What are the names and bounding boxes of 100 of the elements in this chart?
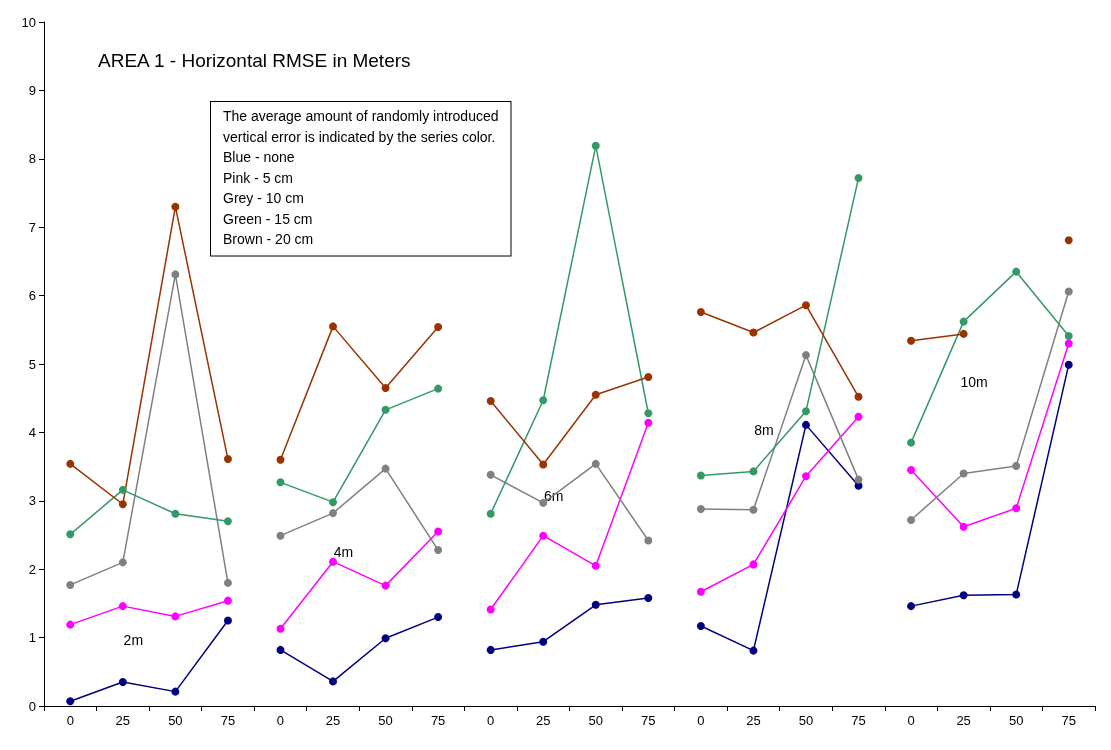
x-tick-label: 75	[851, 713, 866, 728]
point	[1064, 331, 1073, 340]
x-tick-label: 25	[535, 713, 551, 728]
annotation: 2m	[123, 632, 144, 648]
point	[223, 578, 232, 587]
point	[329, 677, 338, 686]
point	[66, 620, 75, 629]
x-tick-label: 0	[697, 713, 705, 728]
x-tick-label: 50	[798, 713, 814, 728]
x-tick-label: 50	[168, 713, 183, 728]
point	[644, 593, 653, 602]
point	[696, 505, 705, 514]
point	[854, 412, 863, 421]
point	[329, 322, 338, 331]
point	[434, 384, 443, 393]
annotation: The average amount of randomly introduced vertical error is indicated by the series color. Blue - none Pink - 5 cm Grey - 10 cm Green - 15 cm Brown - 20 cm	[223, 108, 499, 248]
point	[644, 418, 653, 427]
point	[276, 455, 285, 464]
point	[801, 407, 810, 416]
point	[959, 469, 968, 478]
point	[434, 527, 443, 536]
x-tick-label: 50	[378, 713, 393, 728]
point	[907, 602, 916, 611]
point	[329, 498, 338, 507]
point	[1012, 267, 1021, 276]
point	[381, 581, 390, 590]
point	[486, 605, 495, 614]
point	[118, 558, 127, 567]
point	[749, 467, 758, 476]
point	[591, 561, 600, 570]
point	[171, 270, 180, 279]
point	[223, 616, 232, 625]
point	[539, 460, 548, 469]
point	[854, 475, 863, 484]
point	[66, 697, 75, 706]
point	[959, 317, 968, 326]
point	[696, 471, 705, 480]
point	[1064, 287, 1073, 296]
point	[434, 546, 443, 555]
y-tick-label: 1	[28, 630, 36, 646]
y-tick-label: 0	[28, 698, 36, 714]
y-tick-label: 9	[28, 82, 36, 98]
point	[276, 531, 285, 540]
point	[223, 596, 232, 605]
point	[171, 687, 180, 696]
point	[801, 351, 810, 360]
x-tick-label: 50	[588, 713, 604, 728]
x-tick-label: 75	[641, 713, 656, 728]
point	[696, 621, 705, 630]
point	[854, 392, 863, 401]
y-tick-label: 7	[28, 219, 36, 235]
point	[907, 515, 916, 524]
point	[486, 396, 495, 405]
point	[381, 464, 390, 473]
point	[749, 560, 758, 569]
point	[1064, 360, 1073, 369]
point	[959, 591, 968, 600]
x-tick-label: 0	[66, 713, 74, 728]
point	[801, 472, 810, 481]
point	[381, 383, 390, 392]
x-tick-label: 75	[220, 713, 236, 728]
x-tick-label: 0	[487, 713, 495, 728]
point	[171, 612, 180, 621]
point	[644, 409, 653, 418]
point	[486, 645, 495, 654]
point	[486, 470, 495, 479]
text: AREA 1 - Horizontal RMSE in Meters	[98, 50, 411, 71]
point	[223, 455, 232, 464]
x-tick-label: 50	[1008, 713, 1024, 728]
annotation: 4m	[333, 544, 354, 560]
point	[644, 536, 653, 545]
point	[539, 531, 548, 540]
point	[118, 602, 127, 611]
point	[434, 323, 443, 332]
point	[696, 587, 705, 596]
point	[907, 438, 916, 447]
point	[486, 509, 495, 518]
point	[959, 522, 968, 531]
point	[1012, 504, 1021, 513]
x-tick-label: 25	[325, 713, 341, 728]
point	[854, 173, 863, 182]
point	[644, 373, 653, 381]
point	[434, 613, 443, 622]
point	[381, 405, 390, 414]
point	[1012, 461, 1021, 470]
point	[539, 637, 548, 646]
x-tick-label: 75	[430, 713, 446, 728]
point	[591, 390, 600, 399]
y-tick-label: 8	[28, 151, 36, 167]
point	[329, 509, 338, 518]
x-tick-label: 25	[956, 713, 971, 728]
point	[801, 301, 810, 310]
point	[66, 459, 75, 468]
point	[591, 141, 600, 150]
point	[749, 646, 758, 655]
point	[276, 645, 285, 654]
point	[749, 505, 758, 514]
point	[591, 600, 600, 609]
x-tick-label: 25	[115, 713, 131, 728]
y-tick-label: 3	[28, 493, 36, 509]
